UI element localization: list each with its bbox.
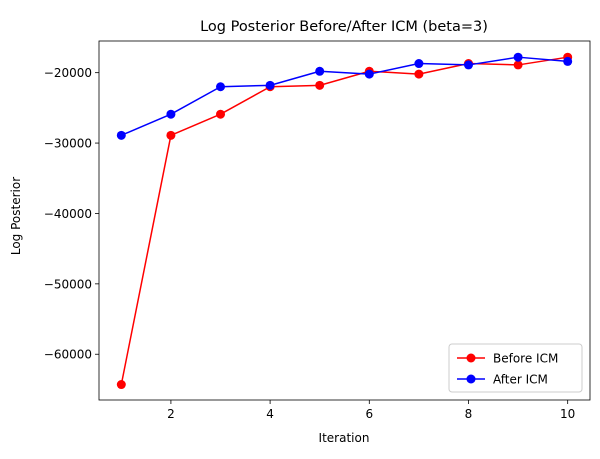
series-2-point-4	[265, 80, 275, 90]
x-tick-label-1: 2	[167, 407, 175, 421]
plot-area	[116, 52, 573, 390]
series-line-1	[120, 56, 568, 385]
series-2-point-1	[116, 130, 126, 140]
legend-label-1: Before ICM	[493, 352, 558, 366]
x-tick-label-2: 4	[266, 407, 274, 421]
series-line-2	[121, 56, 568, 137]
y-tick-label-2: −50000	[44, 277, 92, 291]
series-2-point-6	[364, 69, 374, 79]
series-2-point-7	[414, 59, 424, 69]
series-1-point-9	[513, 60, 523, 70]
chart-title: Log Posterior Before/After ICM (beta=3)	[200, 19, 488, 35]
series-1-point-3	[216, 109, 226, 119]
axes: 2 4 6 8 10 −60000 −50000 −40000 −30000 −20000	[44, 40, 591, 421]
series-2-point-5	[315, 66, 325, 76]
x-tick-label-3: 6	[365, 407, 373, 421]
y-tick-label-5: −20000	[44, 66, 92, 80]
legend-label-2: After ICM	[493, 373, 548, 387]
y-axis-label: Log Posterior	[9, 177, 23, 255]
series-1-point-1	[116, 380, 126, 390]
series-1-point-7	[414, 69, 424, 79]
y-tick-label-4: −30000	[44, 137, 92, 151]
x-tick-label-5: 10	[560, 407, 575, 421]
legend-marker-1	[466, 353, 476, 363]
x-axis-label: Iteration	[319, 431, 370, 445]
series-2-point-3	[216, 82, 226, 92]
legend-marker-2	[466, 374, 476, 384]
y-tick-label-3: −40000	[44, 207, 92, 221]
series-2-point-2	[166, 109, 176, 119]
series-1-point-5	[315, 80, 325, 90]
series-2-point-9	[513, 52, 523, 62]
legend: Before ICM After ICM	[448, 343, 583, 393]
legend-box	[448, 343, 583, 393]
series-2-point-8	[463, 60, 473, 70]
x-tick-label-4: 8	[465, 407, 473, 421]
y-tick-label-1: −60000	[44, 348, 92, 362]
series-2-point-10	[563, 56, 573, 66]
axes-frame	[98, 40, 591, 401]
series-1-point-2	[166, 130, 176, 140]
